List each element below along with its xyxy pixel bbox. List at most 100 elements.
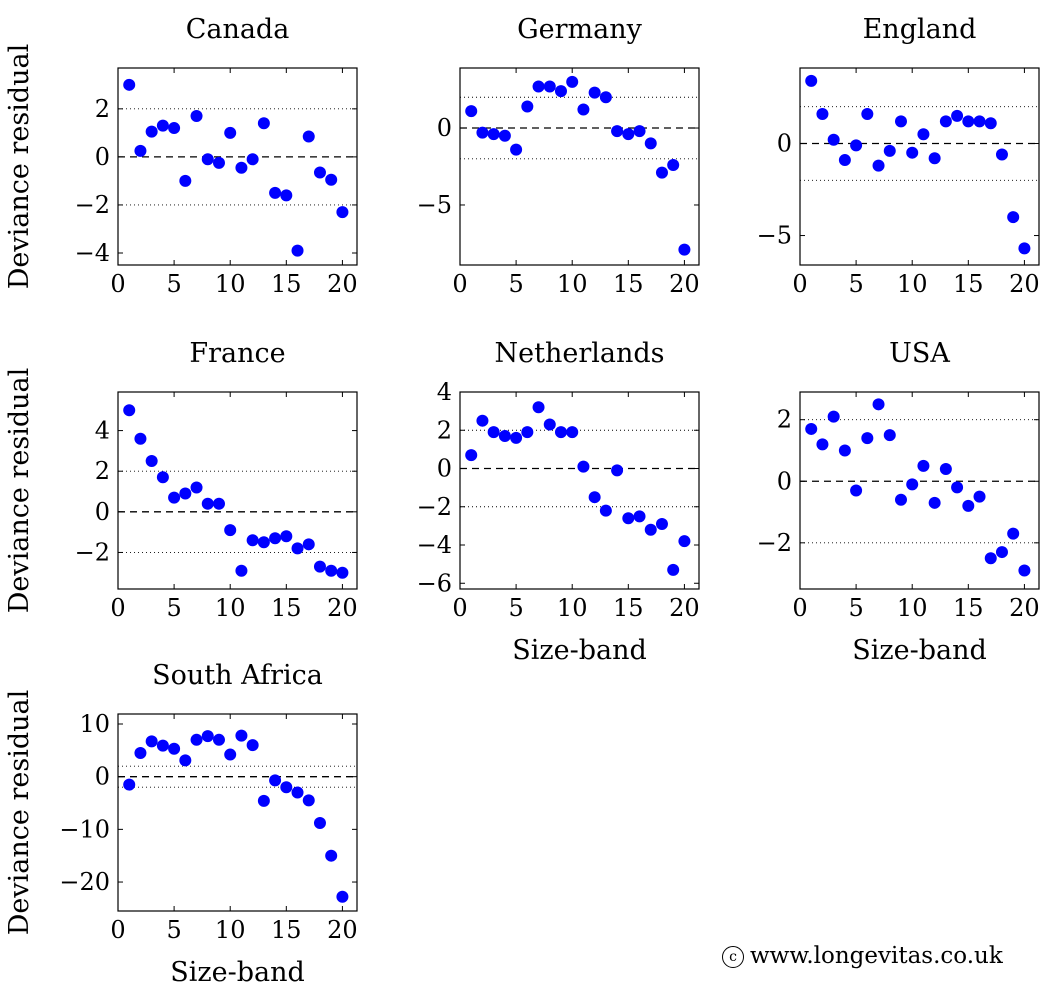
- south-africa-data-point: [134, 746, 147, 759]
- south-africa-data-point: [224, 748, 237, 761]
- usa-data-point: [816, 438, 829, 451]
- netherlands-data-point: [599, 504, 612, 517]
- y-tick-label: −2: [75, 538, 110, 566]
- y-tick-label: −4: [75, 239, 110, 267]
- england-data-point: [894, 115, 907, 128]
- germany-data-point: [667, 158, 680, 171]
- x-tick-label: 15: [613, 270, 644, 298]
- canada-data-point: [224, 126, 237, 139]
- netherlands-data-point: [611, 464, 624, 477]
- usa-data-point: [951, 481, 964, 494]
- germany-data-point: [465, 105, 478, 118]
- y-tick-label: −5: [757, 222, 792, 250]
- france-data-point: [235, 564, 248, 577]
- axes-frame: [459, 391, 700, 590]
- usa-data-point: [1007, 527, 1020, 540]
- usa-data-point: [838, 444, 851, 457]
- usa-data-point: [861, 432, 874, 445]
- usa-data-point: [827, 410, 840, 423]
- usa-data-point: [906, 478, 919, 491]
- netherlands-data-point: [476, 414, 489, 427]
- netherlands-data-point: [566, 426, 579, 439]
- usa-data-point: [995, 546, 1008, 559]
- x-tick-label: 10: [557, 270, 588, 298]
- south-africa-data-point: [145, 735, 158, 748]
- canada-data-point: [156, 119, 169, 132]
- france-data-point: [291, 542, 304, 555]
- france-data-point: [123, 404, 136, 417]
- france-data-point: [224, 524, 237, 537]
- germany-panel: Germany 0 5 10 15 20 −5 0: [417, 14, 700, 298]
- y-tick-label: 0: [95, 498, 110, 526]
- netherlands-data-point: [678, 535, 691, 548]
- y-tick-label: 0: [437, 114, 452, 142]
- germany-data-point: [554, 85, 567, 98]
- x-tick-label: 5: [508, 270, 523, 298]
- y-tick-label: −6: [417, 569, 452, 597]
- x-tick-label: 20: [1009, 594, 1040, 622]
- england-data-point: [1007, 211, 1020, 224]
- usa-data-point: [917, 459, 930, 472]
- copyright-notice: c www.longevitas.co.uk: [722, 943, 1003, 969]
- england-data-point: [939, 115, 952, 128]
- germany-data-point: [543, 80, 556, 93]
- germany-data-point: [532, 80, 545, 93]
- netherlands-data-point: [543, 418, 556, 431]
- south-africa-data-point: [269, 774, 282, 787]
- germany-data-point: [476, 126, 489, 139]
- england-data-point: [850, 139, 863, 152]
- y-tick-label: −10: [59, 815, 110, 843]
- x-tick-label: 5: [848, 594, 863, 622]
- south-africa-data-point: [123, 778, 136, 791]
- south-africa-data-point: [168, 742, 181, 755]
- england-data-point: [838, 154, 851, 167]
- south-africa-data-point: [325, 849, 338, 862]
- y-tick-label: 0: [777, 467, 792, 495]
- y-tick-label: 0: [95, 143, 110, 171]
- france-data-point: [168, 491, 181, 504]
- copyright-url: www.longevitas.co.uk: [750, 943, 1003, 969]
- netherlands-data-point: [622, 512, 635, 525]
- usa-data-point: [894, 493, 907, 506]
- england-data-point: [805, 74, 818, 87]
- england-data-point: [872, 159, 885, 172]
- axes-frame: [799, 391, 1040, 590]
- netherlands-data-point: [465, 449, 478, 462]
- france-data-point: [190, 481, 203, 494]
- netherlands-data-point: [510, 431, 523, 444]
- england-data-point: [962, 115, 975, 128]
- france-data-point: [145, 455, 158, 468]
- netherlands-title: Netherlands: [495, 338, 665, 369]
- netherlands-panel: Netherlands 0 5 10 15 20 −6 −4 −2 0 2 4 Size-band: [417, 338, 700, 666]
- england-data-point: [951, 109, 964, 122]
- south-africa-title: South Africa: [152, 660, 323, 691]
- axes-frame: [117, 67, 358, 266]
- x-tick-label: 0: [110, 270, 125, 298]
- usa-data-point: [805, 422, 818, 435]
- france-data-point: [201, 497, 214, 510]
- netherlands-data-point: [498, 429, 511, 442]
- germany-data-point: [611, 125, 624, 138]
- canada-data-point: [325, 173, 338, 186]
- france-data-point: [313, 560, 326, 573]
- england-data-point: [861, 108, 874, 121]
- canada-data-point: [179, 174, 192, 187]
- y-tick-label: 4: [95, 417, 110, 445]
- canada-data-point: [302, 130, 315, 143]
- x-tick-label: 0: [110, 916, 125, 944]
- y-tick-label: −2: [75, 191, 110, 219]
- x-tick-label: 0: [452, 270, 467, 298]
- y-axis-label: Deviance residual: [4, 44, 35, 289]
- france-data-point: [134, 432, 147, 445]
- canada-data-point: [168, 122, 181, 135]
- usa-data-point: [973, 490, 986, 503]
- x-tick-label: 5: [166, 594, 181, 622]
- netherlands-data-point: [521, 426, 534, 439]
- x-tick-label: 15: [953, 594, 984, 622]
- france-data-point: [280, 530, 293, 543]
- south-africa-data-point: [280, 781, 293, 794]
- x-tick-label: 20: [1009, 270, 1040, 298]
